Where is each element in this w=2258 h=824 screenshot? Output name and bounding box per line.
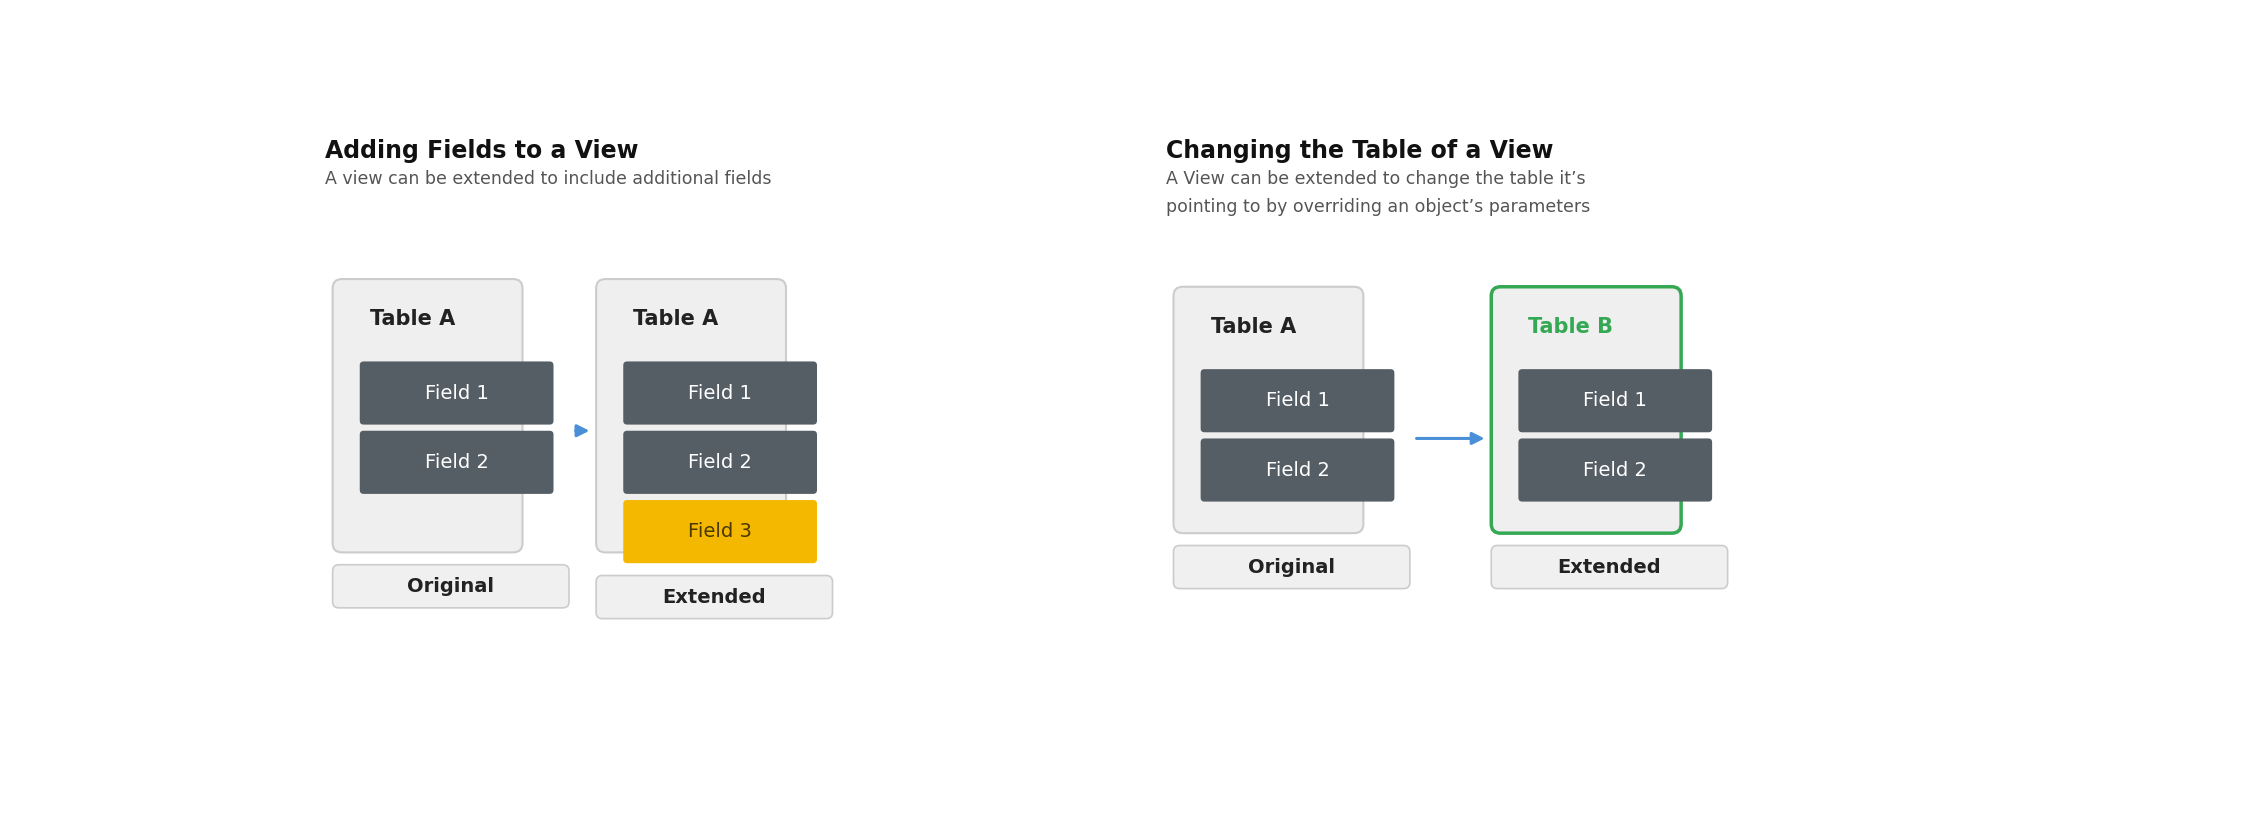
Text: Original: Original [1249,558,1334,577]
Text: Field 2: Field 2 [689,453,752,472]
FancyBboxPatch shape [623,362,817,424]
Text: Field 1: Field 1 [689,383,752,402]
Text: Field 1: Field 1 [1264,391,1330,410]
FancyBboxPatch shape [623,431,817,494]
Text: Extended: Extended [1558,558,1662,577]
FancyBboxPatch shape [332,564,569,608]
FancyBboxPatch shape [1201,438,1395,502]
Text: Extended: Extended [662,588,765,606]
FancyBboxPatch shape [359,362,553,424]
FancyBboxPatch shape [596,575,833,619]
Text: Field 1: Field 1 [425,383,488,402]
Text: Field 2: Field 2 [425,453,488,472]
FancyBboxPatch shape [332,279,522,552]
Text: Table A: Table A [632,309,718,329]
FancyBboxPatch shape [623,500,817,563]
Text: Field 3: Field 3 [689,522,752,541]
FancyBboxPatch shape [1490,545,1727,588]
Text: A view can be extended to include additional fields: A view can be extended to include additi… [325,170,772,188]
FancyBboxPatch shape [1201,369,1395,433]
FancyBboxPatch shape [1517,438,1712,502]
Text: pointing to by overriding an object’s parameters: pointing to by overriding an object’s pa… [1165,199,1590,216]
Text: Original: Original [406,577,495,596]
FancyBboxPatch shape [596,279,786,552]
FancyBboxPatch shape [1517,369,1712,433]
Text: Field 2: Field 2 [1264,461,1330,480]
FancyBboxPatch shape [1174,287,1364,533]
Text: Field 1: Field 1 [1583,391,1646,410]
Text: Field 2: Field 2 [1583,461,1646,480]
Text: Table A: Table A [370,309,456,329]
FancyBboxPatch shape [1174,545,1409,588]
Text: Table B: Table B [1529,316,1614,337]
Text: Changing the Table of a View: Changing the Table of a View [1165,139,1554,163]
FancyBboxPatch shape [359,431,553,494]
Text: Adding Fields to a View: Adding Fields to a View [325,139,639,163]
Text: A View can be extended to change the table it’s: A View can be extended to change the tab… [1165,170,1585,188]
FancyBboxPatch shape [1490,287,1682,533]
Text: Table A: Table A [1210,316,1296,337]
